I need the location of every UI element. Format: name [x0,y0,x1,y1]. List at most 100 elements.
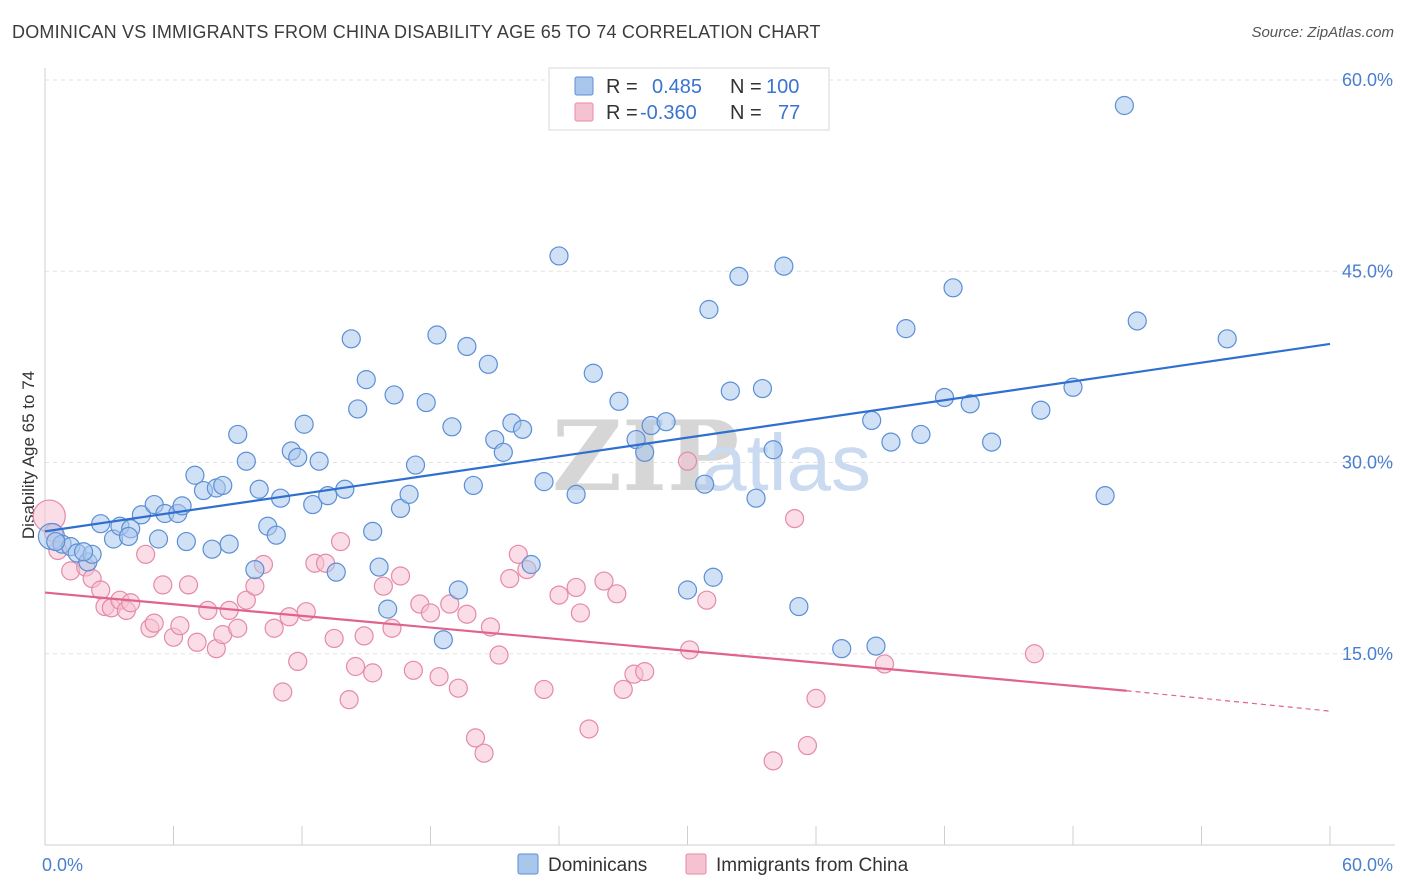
point-china-31 [296,602,316,622]
point-dominicans-97 [46,531,66,552]
point-dominicans-60 [521,554,541,575]
point-dominicans-39 [348,399,368,419]
point-china-43 [403,660,423,680]
point-china-40 [373,576,393,596]
point-dominicans-33 [303,494,323,515]
point-dominicans-61 [534,472,554,492]
point-dominicans-47 [405,455,426,475]
point-china-29 [279,607,299,627]
point-china-64 [613,679,633,700]
point-dominicans-71 [695,474,715,494]
point-china-53 [489,645,509,665]
point-china-59 [566,577,586,598]
point-china-35 [330,531,351,552]
point-dominicans-62 [549,246,569,266]
point-china-57 [534,679,554,700]
point-dominicans-28 [266,525,286,545]
series-legend: Dominicans Immigrants from China [517,853,909,876]
point-china-28 [273,682,293,702]
y-tick-label-0: 15.0% [1342,644,1393,664]
bottom-legend-dominicans: Dominicans [548,855,647,876]
point-china-19 [198,600,218,621]
point-dominicans-77 [752,378,773,399]
point-dominicans-31 [288,447,308,467]
point-china-13 [144,613,164,633]
point-dominicans-54 [463,475,483,496]
point-dominicans-84 [881,432,901,452]
point-dominicans-12 [148,529,169,549]
y-axis-title: Disability Age 65 to 74 [19,371,38,539]
chart-title: DOMINICAN VS IMMIGRANTS FROM CHINA DISAB… [12,22,821,42]
point-dominicans-34 [309,451,329,471]
point-china-36 [339,690,359,710]
trend-line-china-extension [1126,690,1331,712]
point-dominicans-99 [118,526,139,547]
point-dominicans-70 [677,580,698,600]
point-china-73 [806,688,826,708]
point-dominicans-19 [202,539,222,559]
point-china-14 [153,575,173,595]
point-china-41 [382,618,402,638]
point-dominicans-65 [609,391,629,411]
point-dominicans-59 [512,419,533,439]
point-dominicans-52 [448,580,468,600]
point-dominicans-21 [213,475,233,496]
legend-n-label-1: N = [730,76,762,98]
point-china-45 [420,603,441,623]
point-dominicans-53 [457,336,477,357]
point-dominicans-46 [399,484,419,504]
point-dominicans-10 [131,505,151,525]
point-dominicans-74 [720,381,740,401]
point-dominicans-43 [378,599,398,619]
point-dominicans-86 [911,424,931,445]
point-dominicans-82 [862,410,882,431]
point-china-54 [500,568,520,589]
point-dominicans-78 [763,440,783,460]
bottom-legend-swatch-china [685,853,707,875]
axis-layer [44,68,1395,846]
point-dominicans-72 [699,299,719,320]
bottom-legend-china: Immigrants from China [716,855,909,876]
point-dominicans-25 [245,559,265,580]
trend-line-china [44,591,1127,692]
legend-n-value-2: 77 [778,102,800,124]
point-dominicans-93 [1095,486,1115,506]
point-dominicans-94 [1114,95,1135,116]
point-china-23 [228,618,248,638]
point-china-71 [784,508,805,529]
point-china-47 [440,594,460,614]
point-dominicans-40 [356,370,376,390]
point-dominicans-63 [566,484,586,504]
point-dominicans-75 [729,266,749,286]
legend-swatch-pink [574,102,594,122]
point-china-60 [570,603,591,623]
point-china-61 [579,719,599,739]
point-dominicans-73 [703,567,723,587]
point-china-63 [607,584,627,604]
legend-r-value-2: -0.360 [640,102,697,124]
point-china-66 [635,661,655,682]
point-dominicans-41 [363,521,383,541]
point-dominicans-45 [390,498,411,518]
y-tick-label-2: 45.0% [1342,261,1393,281]
source-label: Source: ZipAtlas.com [1251,24,1394,41]
point-dominicans-80 [789,596,809,617]
point-china-24 [236,590,256,610]
point-dominicans-91 [1031,400,1051,420]
y-tick-label-3: 60.0% [1342,70,1393,90]
point-dominicans-17 [185,465,205,485]
watermark-atlas: atlas [702,418,871,507]
point-china-38 [354,626,374,646]
point-dominicans-90 [982,432,1002,452]
point-dominicans-64 [583,363,603,383]
point-dominicans-57 [493,442,513,462]
correlation-legend: R = 0.485 N = 100 R = -0.360 N = 77 [548,67,830,131]
series-dominicans-points [37,95,1237,659]
point-china-69 [697,590,717,610]
point-china-30 [288,651,308,672]
x-tick-label-0: 0.0% [42,855,83,875]
point-china-27 [264,618,284,638]
legend-r-label-2: R = [606,102,638,124]
point-china-70 [763,751,783,771]
